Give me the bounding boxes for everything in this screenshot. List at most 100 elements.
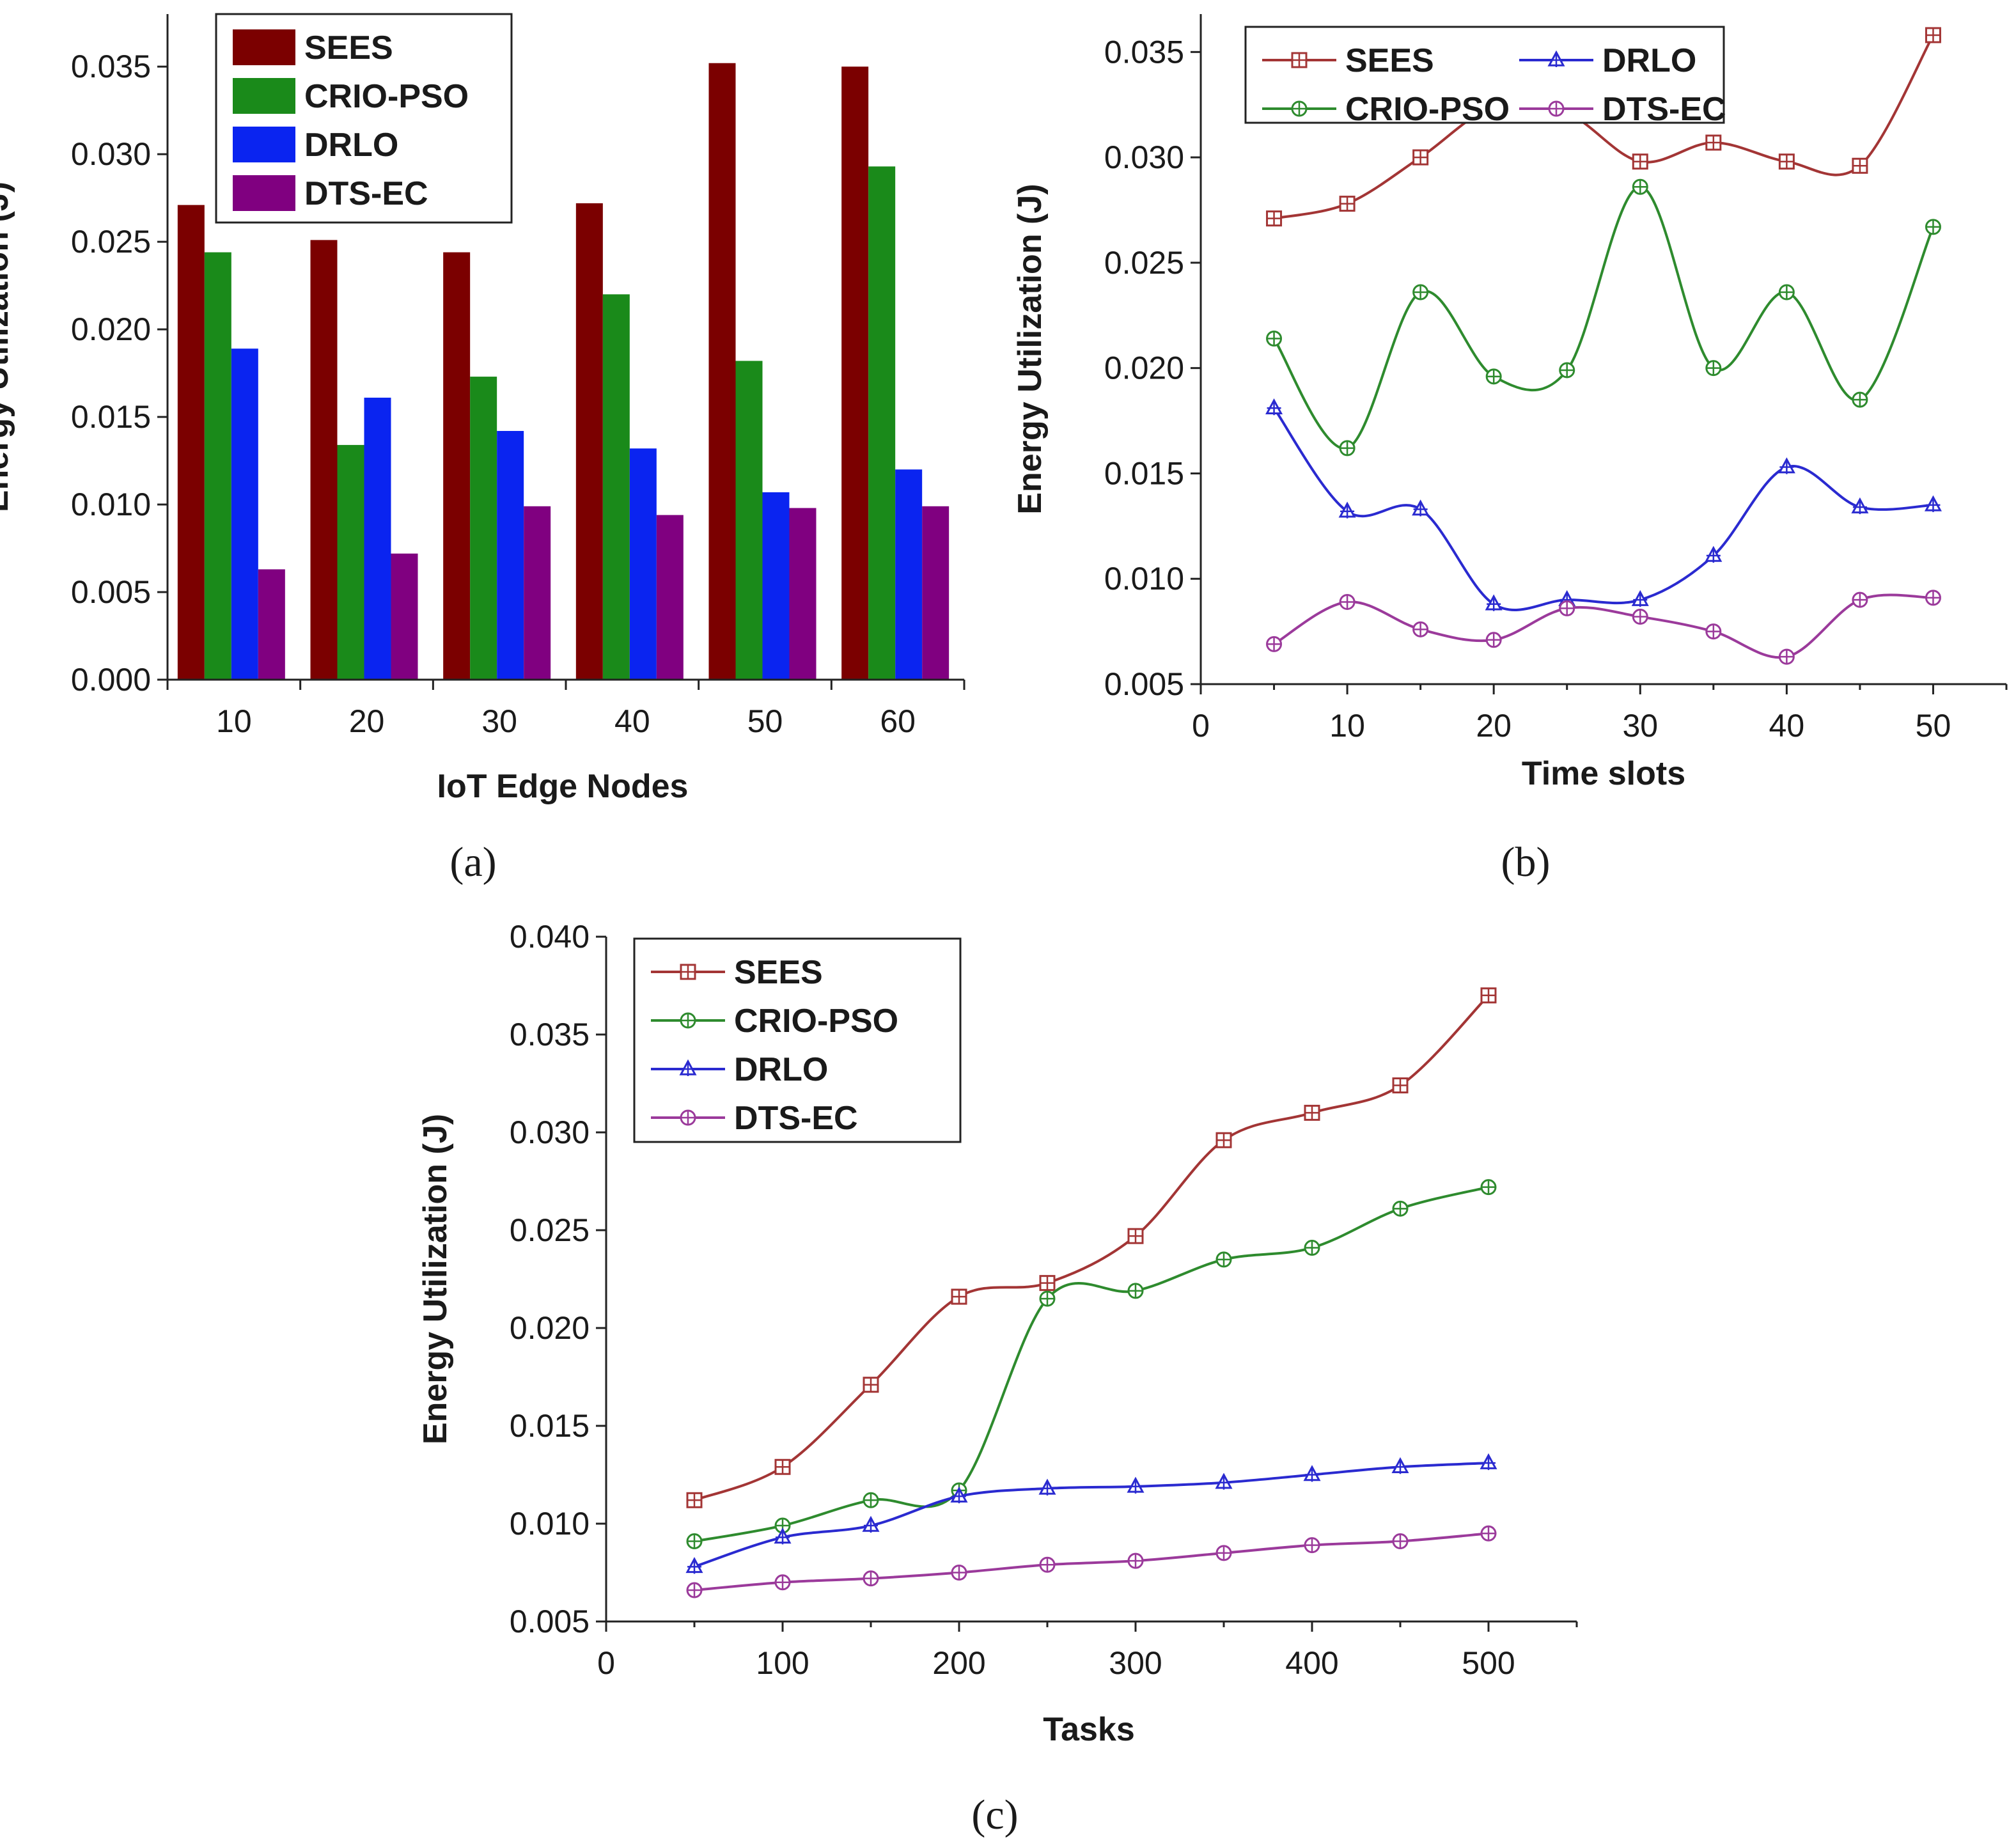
c-point-crio-pso-250: [1039, 1290, 1056, 1307]
a-bar-sees-30: [443, 252, 471, 680]
c-legend-marker-drlo-cross: [681, 1062, 695, 1076]
c-legend-marker-dts-ec: [680, 1109, 696, 1126]
c-point-sees-500-cross: [1481, 988, 1496, 1003]
b-ytick-label-1: 0.010: [1104, 561, 1184, 597]
c-y-axis-title: Energy Utilization (J): [417, 1114, 454, 1444]
c-point-sees-450: [1392, 1077, 1409, 1094]
b-point-drlo-40: [1778, 457, 1795, 474]
a-legend-swatch-drlo: [233, 127, 295, 162]
a-legend-label-crio-pso: CRIO-PSO: [304, 78, 469, 115]
c-point-dts-ec-250: [1039, 1556, 1056, 1573]
b-ytick-label-0: 0.005: [1104, 666, 1184, 702]
b-point-sees-45-cross: [1852, 159, 1867, 173]
b-ytick-label-2: 0.015: [1104, 455, 1184, 491]
c-point-drlo-300-cross: [1129, 1479, 1143, 1494]
b-ytick-label-5: 0.030: [1104, 139, 1184, 175]
c-point-crio-pso-300-cross: [1129, 1283, 1143, 1298]
c-point-crio-pso-450: [1392, 1200, 1409, 1217]
c-legend-marker-drlo: [679, 1059, 697, 1076]
b-point-drlo-50: [1924, 495, 1942, 512]
b-point-sees-40: [1778, 153, 1795, 170]
c-point-dts-ec-500-cross: [1481, 1526, 1496, 1541]
b-point-sees-45: [1852, 157, 1868, 174]
b-point-crio-pso-45: [1852, 391, 1868, 408]
c-point-sees-50: [686, 1492, 703, 1508]
panel-a-bar-chart: 0.000 0.005 0.010 0.015 0.020 0.025 0.030 0.035…: [0, 13, 965, 886]
b-legend-item-crio-pso: CRIO-PSO: [1262, 91, 1510, 128]
c-legend-marker-sees: [680, 964, 696, 980]
c-point-drlo-150: [862, 1515, 880, 1533]
a-x-axis: 10 20 30 40 50 60: [166, 678, 965, 739]
c-point-drlo-200: [950, 1486, 968, 1504]
b-point-sees-50: [1925, 27, 1941, 43]
b-legend-marker-dts-ec: [1548, 100, 1565, 117]
c-point-dts-ec-250-cross: [1040, 1558, 1054, 1572]
a-y-axis-title: Energy Utilization (J): [0, 182, 15, 512]
a-bar-crio-pso-40: [602, 294, 630, 680]
a-xtick-label-50: 50: [747, 703, 783, 739]
b-point-drlo-45: [1851, 497, 1869, 515]
b-point-crio-pso-50: [1925, 219, 1941, 235]
c-point-drlo-200-cross: [952, 1489, 966, 1504]
a-legend-item-dts-ec: DTS-EC: [233, 175, 428, 212]
a-xtick-label-40: 40: [614, 703, 650, 739]
b-xtick-label-0: 0: [1192, 708, 1210, 744]
a-bar-dts-ec-20: [391, 553, 418, 680]
b-point-sees-30-cross: [1633, 154, 1648, 169]
b-line-crio-pso: [1272, 185, 1935, 450]
c-point-sees-150-cross: [864, 1377, 878, 1392]
c-point-crio-pso-150-cross: [864, 1493, 878, 1508]
b-point-sees-35: [1705, 134, 1722, 151]
c-point-dts-ec-150-cross: [864, 1571, 878, 1586]
c-line-drlo: [694, 1462, 1489, 1568]
c-legend-label-dts-ec: DTS-EC: [734, 1100, 858, 1137]
c-point-sees-350-cross: [1217, 1133, 1231, 1148]
b-point-drlo-40-cross: [1779, 460, 1794, 474]
c-point-dts-ec-200: [951, 1565, 967, 1581]
c-point-dts-ec-350-cross: [1217, 1545, 1231, 1560]
b-legend-marker-crio-pso: [1291, 100, 1308, 117]
c-point-sees-450-cross: [1393, 1078, 1407, 1093]
b-ytick-label-3: 0.020: [1104, 350, 1184, 386]
c-point-dts-ec-100-cross: [776, 1575, 790, 1590]
c-legend-label-drlo: DRLO: [734, 1051, 828, 1088]
b-x-axis-title: Time slots: [1522, 755, 1685, 792]
c-point-sees-400: [1304, 1104, 1320, 1121]
c-point-sees-200: [951, 1288, 967, 1305]
c-series-sees: [686, 987, 1497, 1508]
b-point-sees-15-cross: [1413, 150, 1428, 165]
c-xtick-label-2: 200: [932, 1645, 985, 1681]
a-legend-swatch-crio-pso: [233, 78, 295, 114]
c-x-axis: 0 100 200 300 400 500: [597, 1620, 1578, 1681]
b-point-crio-pso-25-cross: [1559, 363, 1574, 377]
b-xtick-label-2: 20: [1476, 708, 1512, 744]
b-point-crio-pso-10: [1339, 440, 1356, 457]
b-point-dts-ec-45-cross: [1852, 593, 1867, 607]
b-point-sees-35-cross: [1706, 136, 1721, 150]
a-bar-crio-pso-30: [470, 377, 497, 680]
c-ytick-label-7: 0.040: [510, 919, 590, 955]
b-legend-marker-drlo: [1547, 50, 1565, 67]
c-point-drlo-400-cross: [1305, 1467, 1319, 1482]
a-bar-dts-ec-50: [789, 508, 817, 680]
b-point-sees-15: [1412, 149, 1429, 166]
b-y-axis-title: Energy Utilization (J): [1012, 184, 1049, 514]
c-point-dts-ec-500: [1480, 1525, 1497, 1542]
b-legend-marker-crio-pso-cross: [1292, 102, 1306, 116]
c-point-dts-ec-450: [1392, 1533, 1409, 1550]
a-y-axis: 0.000 0.005 0.010 0.015 0.020 0.025 0.030 0.035: [71, 14, 169, 698]
b-point-dts-ec-5-cross: [1267, 637, 1281, 652]
a-bar-crio-pso-50: [735, 361, 763, 680]
a-legend-item-crio-pso: CRIO-PSO: [233, 78, 469, 115]
b-line-dts-ec: [1273, 593, 1934, 659]
c-point-crio-pso-50: [686, 1533, 703, 1550]
c-point-drlo-450-cross: [1393, 1460, 1407, 1474]
b-point-drlo-35: [1705, 545, 1723, 563]
c-point-crio-pso-400-cross: [1305, 1240, 1319, 1255]
c-point-drlo-50-cross: [687, 1559, 701, 1574]
panel-c-line-chart: 0.005 0.010 0.015 0.020 0.025 0.030 0.035 0.040…: [417, 919, 1578, 1838]
c-legend-item-dts-ec: DTS-EC: [651, 1100, 858, 1137]
c-y-axis: 0.005 0.010 0.015 0.020 0.025 0.030 0.035 0.040: [510, 919, 607, 1639]
c-point-drlo-400: [1303, 1465, 1321, 1482]
c-point-dts-ec-150: [863, 1570, 879, 1587]
